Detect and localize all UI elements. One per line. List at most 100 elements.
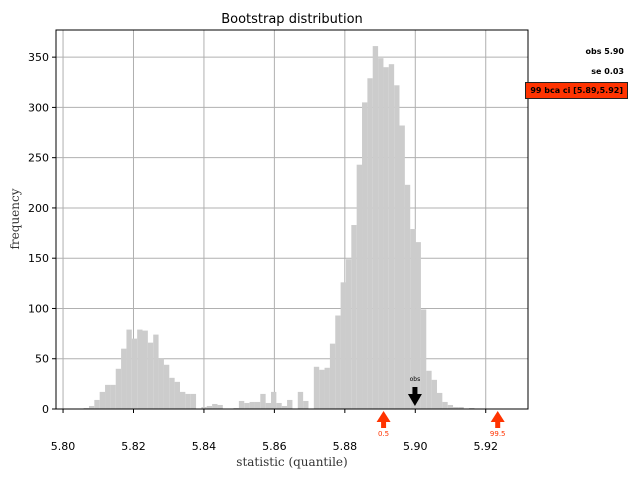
histogram-bar: [335, 315, 341, 409]
histogram-bar: [271, 391, 277, 409]
y-tick-label: 100: [28, 302, 49, 315]
histogram-bar: [410, 229, 416, 409]
histogram-bar: [324, 367, 330, 409]
histogram-bar: [356, 164, 363, 409]
histogram-bar: [254, 401, 261, 409]
histogram-bar: [99, 391, 106, 409]
histogram-bar: [244, 402, 250, 409]
histogram-bar: [83, 407, 89, 409]
histogram-bar: [362, 102, 368, 410]
histogram-bar: [426, 370, 432, 409]
histogram-bar: [153, 334, 159, 409]
histogram-bar: [453, 406, 459, 409]
x-tick-label: 5.84: [192, 440, 217, 453]
histogram-bar: [388, 64, 395, 410]
x-axis-label: statistic (quantile): [236, 455, 347, 469]
y-tick-label: 50: [35, 353, 49, 366]
histogram-bar: [179, 391, 186, 409]
histogram-bar: [190, 393, 197, 409]
histogram-bar: [147, 342, 154, 409]
x-tick-label: 5.90: [403, 440, 428, 453]
se-stat-text: se 0.03: [591, 67, 624, 76]
histogram-bar: [469, 407, 475, 409]
histogram-bars: [83, 46, 475, 410]
histogram-bar: [105, 384, 111, 409]
histogram-bar: [340, 282, 346, 409]
histogram-bar: [94, 399, 100, 409]
y-tick-label: 350: [28, 51, 49, 64]
grid-lines: [56, 30, 528, 410]
histogram-bar: [126, 329, 132, 409]
y-axis-label: frequency: [8, 188, 22, 249]
histogram-bar: [110, 384, 116, 409]
histogram-bar: [442, 401, 448, 409]
y-tick-label: 250: [28, 152, 49, 165]
histogram-bar: [115, 368, 122, 409]
histogram-bar: [431, 379, 437, 409]
obs-marker-label: obs: [410, 376, 421, 383]
histogram-bar: [436, 392, 443, 409]
histogram-bar: [399, 125, 405, 410]
y-tick-label: 300: [28, 101, 49, 114]
y-axis-ticks: 0 50 100 150 200 250 300 350: [28, 51, 56, 416]
ci-marker-arrow: [376, 411, 391, 428]
ci-marker-label: 0.5: [378, 430, 389, 438]
histogram-bar: [287, 399, 293, 409]
histogram-bar: [238, 400, 245, 409]
histogram-bar: [378, 58, 384, 410]
ci-marker-label: 99.5: [490, 430, 506, 438]
histogram-bar: [174, 381, 180, 409]
histogram-bar: [265, 402, 272, 409]
histogram-bar: [169, 377, 175, 409]
histogram-bar: [404, 184, 411, 409]
obs-marker-arrow: [407, 387, 422, 406]
y-tick-label: 150: [28, 252, 49, 265]
histogram-bar: [212, 403, 218, 409]
histogram-bar: [88, 405, 95, 409]
histogram-bar: [276, 402, 282, 409]
histogram-bar: [383, 67, 389, 409]
histogram-bar: [394, 85, 400, 409]
histogram-bar: [142, 330, 148, 409]
x-tick-label: 5.80: [51, 440, 76, 453]
histogram-bar: [345, 259, 352, 409]
histogram-bar: [137, 329, 143, 409]
histogram-bar: [201, 406, 207, 409]
x-tick-label: 5.82: [121, 440, 146, 453]
x-tick-label: 5.92: [473, 440, 498, 453]
histogram-bar: [281, 405, 288, 409]
y-tick-label: 200: [28, 202, 49, 215]
histogram-bar: [329, 343, 336, 409]
x-axis-ticks: 5.80 5.82 5.84 5.86 5.88 5.90 5.92: [51, 409, 498, 453]
ci-marker-arrow: [490, 411, 505, 428]
histogram-bar: [297, 391, 304, 409]
histogram-bar: [303, 400, 309, 409]
histogram-bar: [420, 309, 427, 409]
histogram-bar: [367, 78, 373, 409]
x-tick-label: 5.88: [333, 440, 358, 453]
quantile-markers: obs 0.5 99.5: [376, 376, 506, 438]
histogram-bar: [351, 225, 357, 409]
histogram-bar: [185, 393, 191, 409]
histogram-bar: [158, 358, 164, 409]
obs-stat-text: obs 5.90: [585, 47, 624, 56]
histogram-bar: [121, 348, 127, 409]
x-tick-label: 5.86: [262, 440, 287, 453]
histogram-bar: [206, 405, 213, 409]
ci-legend-box: 99 bca ci [5.89,5.92]: [525, 82, 628, 99]
histogram-bar: [447, 404, 454, 409]
histogram-bar: [260, 393, 266, 409]
histogram-bar: [233, 407, 239, 409]
histogram-bar: [372, 46, 379, 410]
histogram-bar: [249, 401, 255, 409]
y-tick-label: 0: [42, 403, 49, 416]
chart-title: Bootstrap distribution: [221, 12, 363, 27]
histogram-bar: [458, 406, 464, 409]
histogram-bar: [217, 404, 223, 409]
histogram-bar: [415, 242, 421, 409]
histogram-bar: [313, 366, 320, 409]
plot-frame: [55, 29, 529, 410]
histogram-bar: [319, 369, 325, 409]
histogram-bar: [131, 338, 138, 409]
